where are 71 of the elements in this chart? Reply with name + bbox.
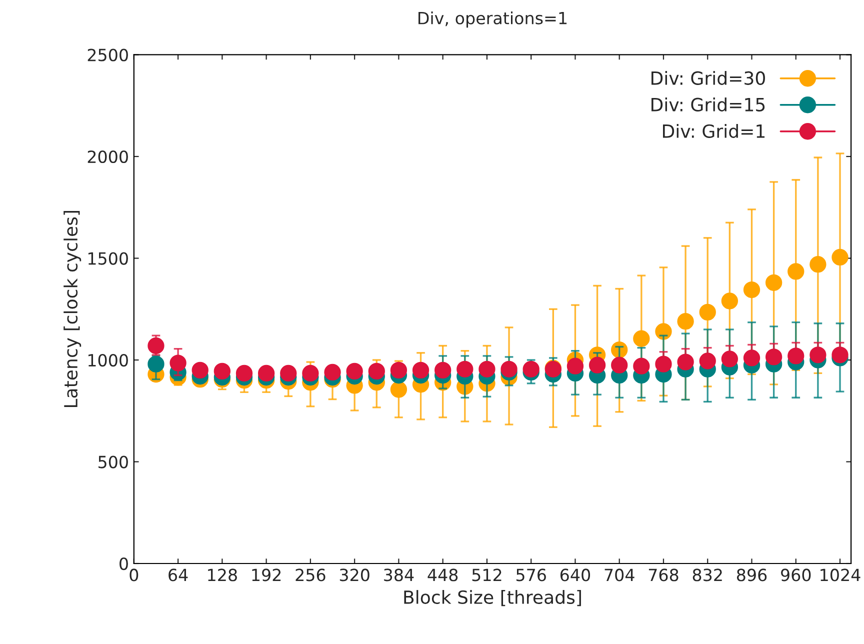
point xyxy=(324,364,341,381)
point xyxy=(699,304,716,321)
point xyxy=(765,274,782,291)
x-tick-label: 448 xyxy=(428,568,458,582)
point xyxy=(148,356,164,372)
x-axis-title: Block Size [threads] xyxy=(404,590,581,606)
point xyxy=(699,352,716,370)
point xyxy=(633,358,650,374)
x-tick-label: 1024 xyxy=(820,568,860,582)
point xyxy=(633,330,650,347)
x-tick-label: 64 xyxy=(168,568,188,582)
point xyxy=(721,350,738,368)
point xyxy=(236,364,253,382)
point xyxy=(500,360,518,378)
legend-label: Div: Grid=30 xyxy=(652,70,765,85)
x-tick-label: 960 xyxy=(781,568,811,582)
point xyxy=(832,248,848,266)
x-tick-label: 320 xyxy=(340,568,370,582)
x-tick-label: 512 xyxy=(472,568,502,582)
point xyxy=(346,362,363,380)
point xyxy=(258,364,275,382)
x-tick-label: 576 xyxy=(516,568,546,582)
point xyxy=(280,364,297,382)
point xyxy=(832,346,848,364)
point xyxy=(611,356,628,374)
chart-title: Div, operations=1 xyxy=(418,12,567,28)
point xyxy=(743,350,760,366)
point xyxy=(677,354,694,370)
legend-label: Div: Grid=1 xyxy=(663,124,765,138)
point xyxy=(192,362,208,379)
point xyxy=(214,362,231,380)
x-tick-label: 768 xyxy=(648,568,678,582)
point xyxy=(170,354,186,372)
point xyxy=(302,364,319,382)
x-tick-label: 192 xyxy=(252,568,281,582)
x-tick-label: 704 xyxy=(604,568,634,582)
point xyxy=(810,256,826,273)
point xyxy=(788,263,804,280)
x-tick-label: 256 xyxy=(296,568,326,582)
point xyxy=(588,356,606,374)
x-tick-label: 640 xyxy=(560,568,590,582)
point xyxy=(148,337,164,354)
y-tick-label: 2500 xyxy=(88,48,128,62)
y-tick-label: 0 xyxy=(120,557,128,570)
y-axis-title: Latency [clock cycles] xyxy=(64,210,82,408)
x-tick-label: 128 xyxy=(208,568,237,582)
x-tick-label: 832 xyxy=(692,568,722,582)
y-tick-label: 500 xyxy=(98,456,128,468)
point xyxy=(412,362,430,379)
y-tick-label: 2000 xyxy=(88,150,128,164)
point xyxy=(765,348,782,366)
x-tick-label: 0 xyxy=(130,568,138,582)
point xyxy=(390,362,408,379)
point xyxy=(655,356,672,372)
point xyxy=(434,362,452,379)
point xyxy=(522,360,540,378)
point xyxy=(810,346,826,364)
point xyxy=(743,281,760,298)
point xyxy=(677,312,694,330)
y-tick-label: 1000 xyxy=(88,354,128,367)
point xyxy=(721,292,738,310)
point xyxy=(566,358,584,374)
point xyxy=(478,360,496,378)
x-tick-label: 896 xyxy=(736,568,767,582)
point xyxy=(390,381,408,398)
point xyxy=(456,360,474,378)
legend-label: Div: Grid=15 xyxy=(652,97,765,112)
point xyxy=(368,362,385,380)
y-tick-label: 1500 xyxy=(88,252,128,265)
point xyxy=(788,348,804,364)
x-tick-label: 384 xyxy=(384,568,414,582)
